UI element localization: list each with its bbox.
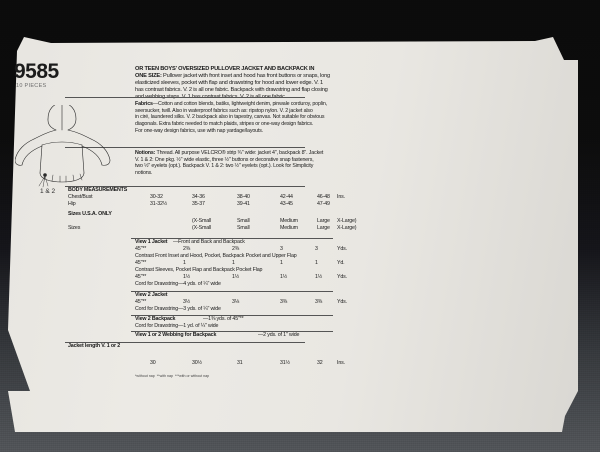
svg-text:1 & 2: 1 & 2 — [40, 188, 56, 195]
